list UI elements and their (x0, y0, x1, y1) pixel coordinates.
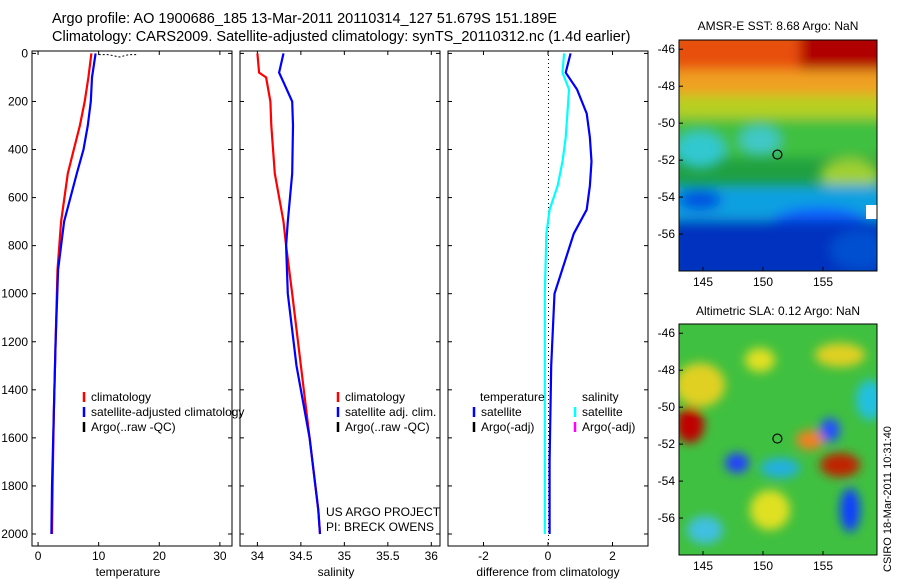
series-argo-raw-qc- (98, 54, 139, 58)
lon-tick-label: 145 (693, 275, 713, 289)
depth-tick-label: 200 (8, 94, 28, 108)
legend-label-argo: Argo(..raw -QC) (91, 420, 176, 434)
x-tick-label: 35.5 (376, 549, 400, 563)
sla-map-frame (678, 323, 878, 556)
sst-map-title: AMSR-E SST: 8.68 Argo: NaN (698, 19, 859, 33)
depth-tick-label: 1600 (1, 431, 28, 445)
difference-panel: -2 0 2 (448, 51, 648, 563)
lat-tick-label: -46 (658, 42, 676, 56)
lat-tick-label: -46 (658, 326, 676, 340)
lat-tick-label: -56 (658, 227, 676, 241)
legend-label-argo: Argo(..raw -QC) (345, 420, 430, 434)
depth-tick-label: 2000 (1, 527, 28, 541)
figure-title-line-2: Climatology: CARS2009. Satellite-adjuste… (52, 29, 631, 45)
legend-label-sal-satellite: satellite (582, 405, 623, 419)
lon-tick-label: 155 (813, 559, 833, 573)
depth-tick-label: 1800 (1, 479, 28, 493)
difference-legend: temperature satellite Argo(-adj) salinit… (472, 390, 635, 434)
legend-label-temp-satellite: satellite (481, 405, 522, 419)
lat-tick-label: -56 (658, 511, 676, 525)
legend-label-satellite: satellite adj. clim. (345, 405, 436, 419)
depth-tick-label: 1400 (1, 383, 28, 397)
project-annotation: US ARGO PROJECT (326, 505, 441, 519)
depth-axis: 0 200 400 600 800 1000 1200 1400 1600 1800 2000 (1, 46, 28, 541)
sst-map-frame (678, 39, 878, 272)
float-position-marker (772, 433, 783, 444)
x-tick-label: 0 (545, 549, 552, 563)
lon-tick-label: 145 (693, 559, 713, 573)
lat-tick-label: -52 (658, 437, 676, 451)
x-tick-label: 0 (35, 549, 42, 563)
lon-tick-label: 150 (753, 559, 773, 573)
x-tick-label: 2 (609, 549, 616, 563)
salinity-panel: 34 34.5 35 35.5 36 (240, 51, 440, 563)
pi-annotation: PI: BRECK OWENS (326, 520, 434, 534)
x-tick-label: -2 (478, 549, 489, 563)
depth-tick-label: 600 (8, 191, 28, 205)
figure-title-line-1: Argo profile: AO 1900686_185 13-Mar-2011… (52, 11, 557, 27)
depth-tick-label: 0 (21, 46, 28, 60)
series-temperature-satellite (548, 53, 593, 534)
sla-map-image (679, 324, 877, 555)
x-tick-label: 10 (92, 549, 106, 563)
series-satellite-adjusted-climatology (50, 53, 97, 535)
depth-tick-label: 1200 (1, 335, 28, 349)
series-satellite-adj-clim- (277, 53, 322, 535)
sla-map-axes: 145 150 155 -46 -48 -50 -52 -54 -56 (658, 326, 834, 573)
temperature-axis-label: temperature (96, 565, 161, 579)
legend-label-temp-argo: Argo(-adj) (481, 420, 534, 434)
lat-tick-label: -50 (658, 400, 676, 414)
legend-title-temperature: temperature (480, 390, 545, 404)
sst-map-axes: 145 150 155 -46 -48 -50 -52 -54 -56 (658, 42, 834, 289)
x-tick-label: 34 (251, 549, 265, 563)
legend-label-satellite: satellite-adjusted climatology (91, 405, 244, 419)
lat-tick-label: -48 (658, 79, 676, 93)
legend-label-climatology: climatology (91, 390, 151, 404)
x-tick-label: 20 (153, 549, 167, 563)
temperature-plot-frame (31, 50, 233, 547)
temperature-panel: 0 10 20 30 (32, 51, 232, 563)
series-salinity-satellite (543, 53, 571, 534)
sst-map-image (679, 40, 877, 271)
lon-tick-label: 150 (753, 275, 773, 289)
legend-label-climatology: climatology (345, 390, 405, 404)
difference-axis-label: difference from climatology (476, 565, 619, 579)
depth-tick-label: 400 (8, 143, 28, 157)
depth-tick-label: 800 (8, 239, 28, 253)
temperature-legend: climatology satellite-adjusted climatolo… (82, 390, 244, 434)
x-tick-label: 35 (338, 549, 352, 563)
lat-tick-label: -54 (658, 474, 676, 488)
salinity-legend: climatology satellite adj. clim. Argo(..… (336, 390, 436, 434)
depth-tick-label: 1000 (1, 287, 28, 301)
lat-tick-label: -50 (658, 116, 676, 130)
salinity-axis-label: salinity (318, 565, 355, 579)
x-tick-label: 34.5 (289, 549, 313, 563)
x-tick-label: 30 (213, 549, 227, 563)
lat-tick-label: -54 (658, 190, 676, 204)
legend-title-salinity: salinity (582, 390, 619, 404)
float-position-marker (772, 149, 783, 160)
salinity-plot-frame (239, 50, 441, 547)
sla-map-title: Altimetric SLA: 0.12 Argo: NaN (696, 304, 860, 318)
lat-tick-label: -52 (658, 153, 676, 167)
x-tick-label: 36 (425, 549, 439, 563)
lat-tick-label: -48 (658, 363, 676, 377)
lon-tick-label: 155 (813, 275, 833, 289)
legend-label-sal-argo: Argo(-adj) (582, 420, 635, 434)
